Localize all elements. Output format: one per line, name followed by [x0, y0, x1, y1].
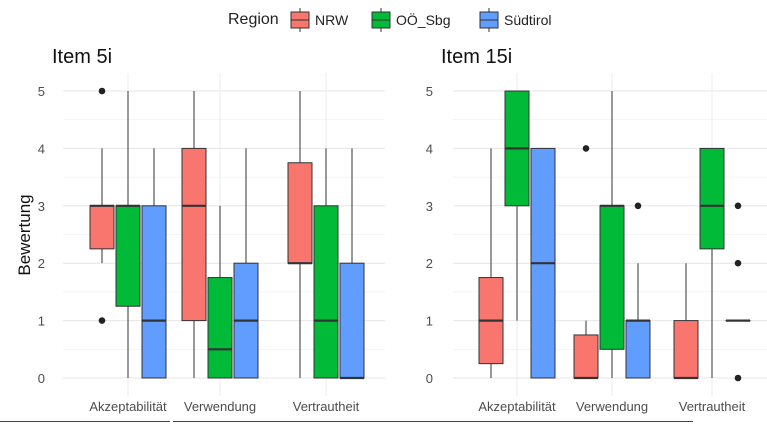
- box-body: [141, 205, 167, 379]
- y-tick-label: 3: [38, 199, 45, 214]
- x-category-label-verwendung: Verwendung: [576, 399, 648, 414]
- x-category-label-akzeptabilitat: Akzeptabilität: [478, 399, 556, 414]
- y-tick-label: 1: [38, 314, 45, 329]
- box-nrw-vertrautheit: [673, 263, 699, 380]
- outlier-point: [634, 202, 642, 210]
- box-body: [287, 162, 313, 264]
- y-tick-label: 0: [38, 371, 45, 386]
- outlier-point: [734, 202, 742, 210]
- y-tick-label: 5: [38, 84, 45, 99]
- box-oo-sbg-vertrautheit: [313, 148, 339, 379]
- box-nrw-verwendung: [181, 91, 207, 378]
- legend-entry-nrw: NRW: [290, 8, 349, 32]
- box-nrw-akzeptabilitat: [478, 148, 504, 378]
- box-nrw-akzeptabilitat: [89, 87, 115, 324]
- y-tick-label: 2: [38, 256, 45, 271]
- panel-title-item-5i: Item 5i: [52, 46, 112, 68]
- panel-item-5i: Item 5i Bewertung 0 1 2 3 4 5 Akzeptabilität Ve…: [15, 46, 385, 414]
- y-tick-label: 4: [38, 141, 45, 156]
- legend-label-nrw: NRW: [315, 12, 349, 28]
- panel-title-item-15i: Item 15i: [441, 46, 512, 68]
- box-nrw-vertrautheit: [287, 91, 313, 378]
- y-tick-label: 3: [426, 199, 433, 214]
- y-axis-label: Bewertung: [15, 194, 34, 275]
- box-body: [207, 277, 233, 379]
- box-sudtirol-verwendung: [625, 202, 651, 379]
- box-body: [181, 147, 207, 322]
- box-body: [625, 320, 651, 379]
- y-tick-label: 1: [426, 314, 433, 329]
- box-sudtirol-vertrautheit: [339, 148, 365, 380]
- box-body: [673, 320, 699, 379]
- box-body: [599, 205, 625, 350]
- y-tick-label: 2: [426, 256, 433, 271]
- legend: Region NRW OÖ_Sbg Südtirol: [228, 8, 551, 32]
- y-tick-label: 5: [426, 84, 433, 99]
- box-sudtirol-akzeptabilitat: [141, 148, 167, 379]
- outlier-point: [98, 317, 106, 324]
- y-tick-label: 0: [426, 371, 433, 386]
- box-oo-sbg-vertrautheit: [699, 147, 725, 378]
- box-body: [339, 262, 365, 379]
- bottom-rule-left: [0, 421, 170, 422]
- box-body: [573, 334, 599, 379]
- box-nrw-verwendung: [573, 145, 599, 380]
- x-category-label-akzeptabilitat: Akzeptabilität: [89, 399, 167, 414]
- box-sudtirol-akzeptabilitat: [530, 147, 556, 379]
- y-tick-label: 4: [426, 141, 433, 156]
- legend-label-oo-sbg: OÖ_Sbg: [396, 11, 450, 28]
- outlier-point: [734, 374, 742, 382]
- x-category-label-verwendung: Verwendung: [184, 399, 256, 414]
- box-oo-sbg-verwendung: [599, 91, 625, 378]
- box-body: [699, 147, 725, 250]
- box-body: [313, 205, 339, 379]
- panel-item-15i: Item 15i 0 1 2 3 4 5 Akzeptabilität Verwendung V…: [426, 46, 767, 414]
- legend-label-sudtirol: Südtirol: [504, 12, 551, 28]
- x-category-label-vertrautheit: Vertrautheit: [293, 399, 360, 414]
- box-oo-sbg-akzeptabilitat: [504, 90, 530, 321]
- legend-entry-sudtirol: Südtirol: [479, 8, 551, 32]
- legend-entry-oo-sbg: OÖ_Sbg: [371, 8, 450, 32]
- outlier-point: [98, 87, 106, 95]
- box-body: [89, 205, 115, 250]
- bottom-rule-right: [173, 421, 693, 422]
- box-oo-sbg-verwendung: [207, 205, 233, 379]
- outlier-point: [582, 145, 590, 152]
- box-sudtirol-vertrautheit: [725, 202, 751, 382]
- box-oo-sbg-akzeptabilitat: [115, 91, 141, 378]
- box-body: [115, 205, 141, 307]
- box-sudtirol-verwendung: [233, 148, 259, 379]
- x-category-label-vertrautheit: Vertrautheit: [679, 399, 746, 414]
- legend-title: Region: [228, 11, 279, 28]
- outlier-point: [734, 259, 742, 267]
